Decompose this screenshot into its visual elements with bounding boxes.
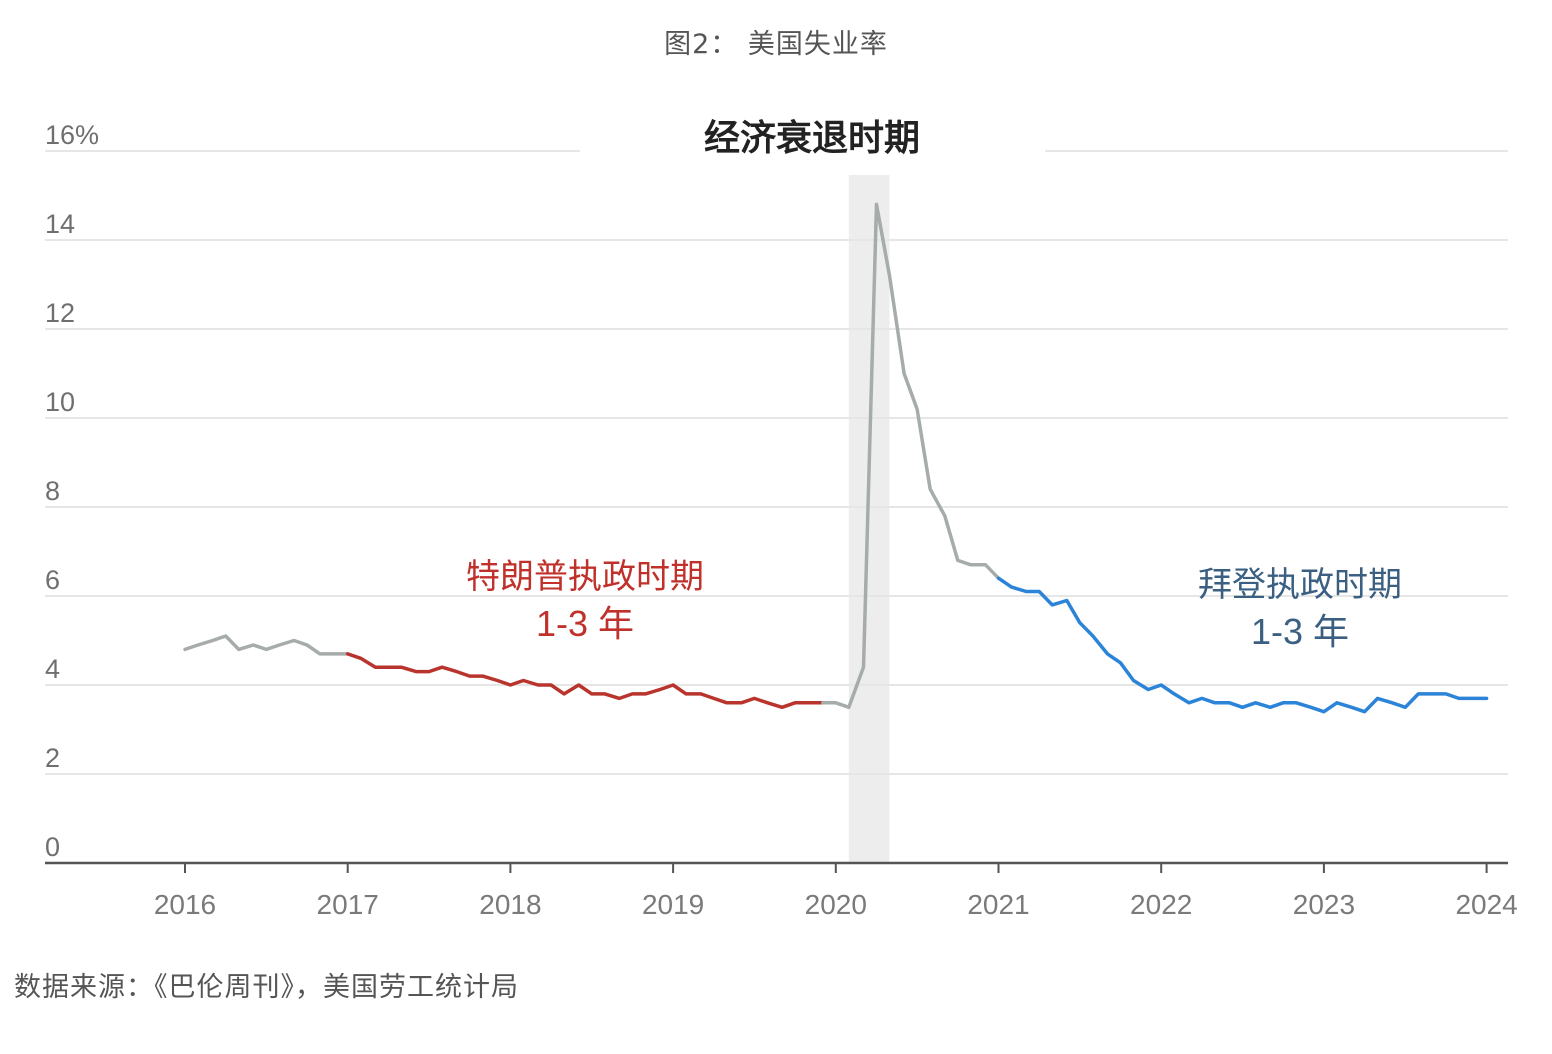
y-tick-label: 6 — [45, 565, 60, 595]
figure-caption: 图2： 美国失业率 — [664, 29, 888, 60]
y-tick-label: 16% — [45, 120, 99, 150]
era-label-years: 1-3 年 — [536, 603, 634, 644]
y-tick-label: 4 — [45, 654, 60, 684]
era-label-title: 特朗普执政时期 — [466, 557, 704, 597]
y-tick-label: 0 — [45, 832, 60, 862]
y-tick-label: 8 — [45, 476, 60, 506]
y-tick-label: 14 — [45, 209, 75, 239]
series-line-1 — [183, 634, 350, 656]
x-tick-label: 2017 — [317, 889, 379, 920]
series-line-2 — [345, 652, 825, 710]
x-tick-label: 2024 — [1455, 889, 1517, 920]
era-label-years: 1-3 年 — [1251, 611, 1349, 652]
x-tick-label: 2018 — [479, 889, 541, 920]
x-tick-label: 2023 — [1293, 889, 1355, 920]
y-tick-label: 12 — [45, 298, 75, 328]
y-tick-label: 2 — [45, 743, 60, 773]
x-tick-label: 2016 — [154, 889, 216, 920]
unemployment-chart: 0 2 4 6 8 10 12 14 16% 2016 2017 2018 2019 2020 2021 20… — [45, 118, 1518, 920]
x-tick-label: 2022 — [1130, 889, 1192, 920]
series-line-4 — [996, 576, 1489, 714]
recession-label: 经济衰退时期 — [704, 118, 920, 159]
x-tick-label: 2021 — [967, 889, 1029, 920]
y-tick-label: 10 — [45, 387, 75, 417]
series-line-3 — [821, 202, 1001, 710]
era-label-title: 拜登执政时期 — [1198, 565, 1402, 605]
x-tick-label: 2019 — [642, 889, 704, 920]
x-tick-label: 2020 — [805, 889, 867, 920]
source-note: 数据来源：《巴伦周刊》，美国劳工统计局 — [14, 972, 519, 1003]
